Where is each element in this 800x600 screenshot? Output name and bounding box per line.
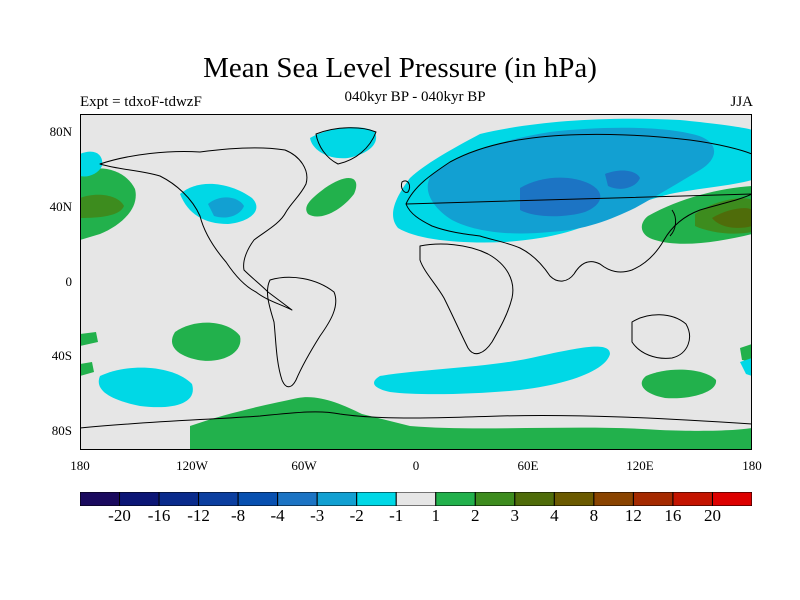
y-tick-label: 40S bbox=[51, 348, 72, 363]
colorbar-swatch bbox=[119, 492, 160, 506]
antarctica-outline bbox=[80, 411, 752, 429]
pressure-map bbox=[80, 114, 752, 450]
colorbar-swatch bbox=[514, 492, 555, 506]
colorbar-label: -16 bbox=[147, 506, 171, 525]
colorbar-swatch bbox=[632, 492, 674, 506]
colorbar-swatch bbox=[593, 492, 634, 506]
colorbar-label: -4 bbox=[270, 506, 285, 525]
x-tick-label: 0 bbox=[412, 458, 420, 473]
negative-anomaly-strong bbox=[520, 170, 640, 217]
colorbar-swatch bbox=[711, 492, 752, 506]
colorbar-label: 3 bbox=[510, 506, 520, 525]
australia-outline bbox=[631, 314, 690, 359]
colorbar-swatch bbox=[80, 492, 121, 506]
colorbar-label: 16 bbox=[664, 506, 682, 525]
colorbar-swatch bbox=[316, 492, 358, 506]
north-america-outline bbox=[99, 147, 308, 311]
x-tick-label: 60E bbox=[517, 458, 539, 473]
experiment-label: Expt = tdxoF-tdwzF bbox=[80, 94, 202, 110]
colorbar-label: 1 bbox=[431, 506, 441, 525]
europe-asia-outline bbox=[405, 133, 752, 282]
x-tick-label: 120E bbox=[626, 458, 654, 473]
colorbar-label: -2 bbox=[349, 506, 364, 525]
colorbar-label: 20 bbox=[704, 506, 721, 525]
colorbar-swatch bbox=[395, 492, 437, 506]
colorbar-label: -8 bbox=[231, 506, 246, 525]
chart-subtitle: 040kyr BP - 040kyr BP bbox=[344, 89, 486, 105]
south-america-outline bbox=[267, 276, 337, 388]
coastlines bbox=[80, 127, 752, 429]
colorbar-swatch bbox=[435, 492, 476, 506]
y-tick-label: 80S bbox=[51, 423, 72, 438]
x-tick-label: 60W bbox=[291, 458, 317, 473]
colorbar-label: 4 bbox=[550, 506, 559, 525]
japan-outline bbox=[669, 209, 677, 237]
uk-outline bbox=[401, 180, 411, 193]
chart-title: Mean Sea Level Pressure (in hPa) bbox=[203, 52, 597, 84]
colorbar-label: -1 bbox=[389, 506, 404, 525]
colorbar-swatch bbox=[158, 492, 200, 506]
x-tick-label: 180 bbox=[742, 458, 762, 473]
season-label: JJA bbox=[730, 94, 753, 110]
colorbar-swatch bbox=[474, 492, 516, 506]
africa-outline bbox=[419, 243, 514, 355]
colorbar-swatch bbox=[198, 492, 239, 506]
colorbar-swatch bbox=[277, 492, 318, 506]
y-tick-label: 80N bbox=[49, 124, 72, 139]
y-tick-label: 0 bbox=[65, 274, 73, 289]
colorbar-swatch bbox=[237, 492, 279, 506]
x-tick-label: 180 bbox=[70, 458, 90, 473]
positive-anomaly-light bbox=[80, 168, 752, 450]
colorbar-label: 12 bbox=[624, 506, 642, 525]
colorbar bbox=[80, 492, 752, 506]
colorbar-label: -20 bbox=[108, 506, 131, 525]
colorbar-label: 2 bbox=[471, 506, 480, 525]
colorbar-swatch bbox=[356, 492, 397, 506]
colorbar-label: -3 bbox=[310, 506, 325, 525]
y-tick-label: 40N bbox=[49, 199, 72, 214]
map-frame bbox=[80, 114, 752, 450]
x-tick-label: 120W bbox=[176, 458, 208, 473]
greenland-outline bbox=[315, 127, 377, 165]
colorbar-label: 8 bbox=[589, 506, 599, 525]
colorbar-label: -12 bbox=[187, 506, 210, 525]
colorbar-swatch bbox=[672, 492, 713, 506]
positive-anomaly-strong bbox=[712, 208, 752, 228]
colorbar-swatch bbox=[553, 492, 595, 506]
